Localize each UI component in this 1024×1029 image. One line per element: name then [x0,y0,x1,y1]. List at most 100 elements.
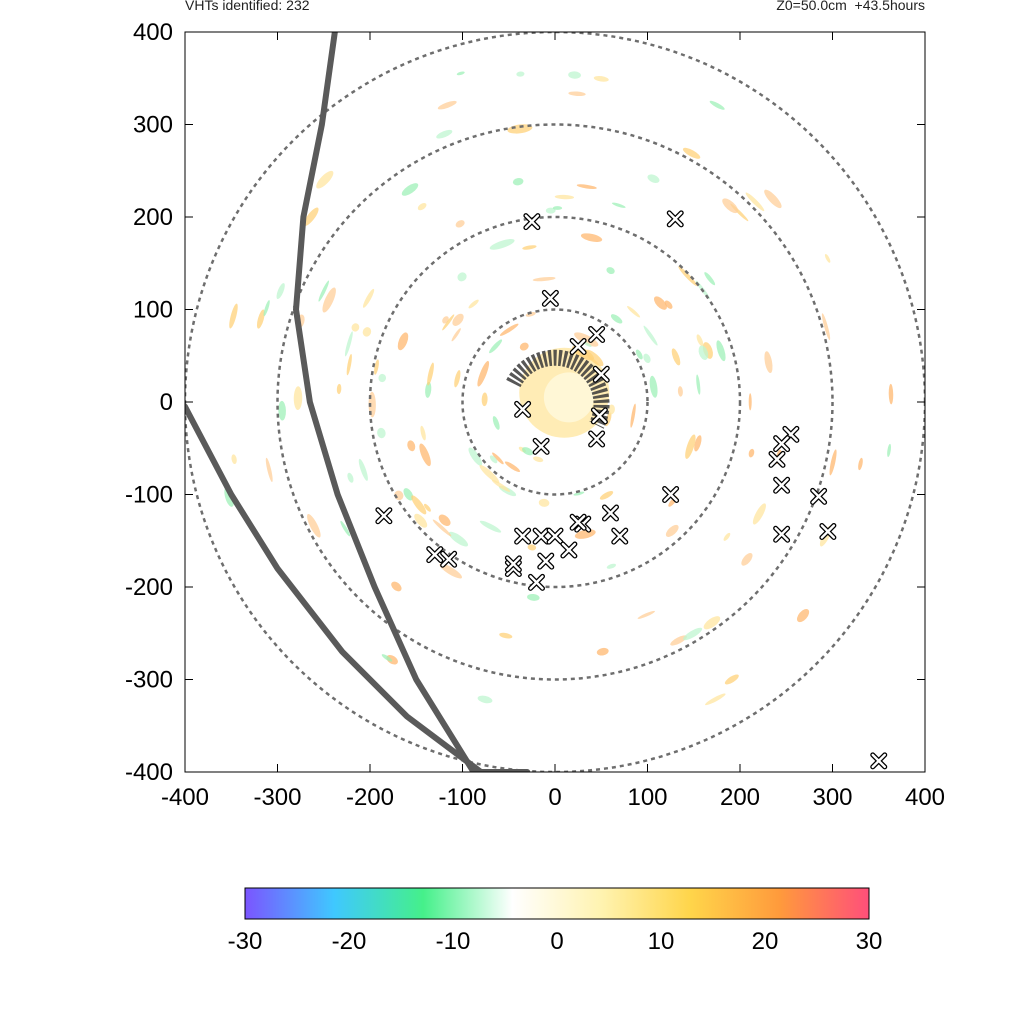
x-tick-label: 300 [812,784,852,811]
field-patch [276,283,285,300]
field-patch [678,266,698,287]
field-patch [611,202,626,208]
x-tick-label: -100 [438,784,486,811]
vht-marker [560,541,578,559]
eyewall-clusters [506,349,610,429]
field-patch [576,184,597,190]
x-tick-label: 0 [548,784,561,811]
field-patch [748,393,752,411]
field-patch [468,447,483,466]
field-patch [580,233,603,242]
field-patch [229,303,238,329]
field-patch [858,457,863,471]
field-patch [397,332,409,351]
x-axis: -400 -300 -200 -100 0 100 200 300 400 [161,32,945,811]
field-patch [512,178,524,186]
vht-count-label: VHTs identified: 232 [185,0,310,13]
field-patch [344,331,353,357]
field-patch [670,635,687,646]
field-patch [723,532,731,541]
field-patch [764,189,782,209]
y-tick-label: -200 [125,574,173,601]
y-axis: -400 -300 -200 -100 0 100 200 300 400 [125,19,925,786]
field-patch [698,345,709,360]
field-patch [411,495,427,515]
field-patch [307,514,321,538]
vht-marker [504,555,522,573]
field-patch [664,300,673,309]
vht-marker [440,550,458,568]
y-tick-label: 300 [133,112,173,139]
field-patch [741,553,753,566]
field-patch [407,440,416,452]
field-patch [414,513,428,528]
y-tick-label: 100 [133,297,173,324]
field-patch [231,454,237,465]
x-tick-label: 200 [720,784,760,811]
vht-markers [375,210,888,770]
field-patch [454,370,461,388]
field-patch [821,313,831,341]
field-patch [647,174,660,183]
field-patch [696,374,701,395]
vht-marker [569,338,587,355]
field-patch [278,400,286,421]
field-patch [377,427,386,439]
field-patch [303,207,319,226]
colorbar-tick-label: 0 [550,928,563,955]
field-patch [585,349,604,367]
field-patch [293,386,303,411]
field-patch [481,392,488,407]
vht-marker [611,527,629,545]
field-patch [436,129,453,139]
field-patch [263,300,270,317]
level-time-label: Z0=50.0cm +43.5hours [776,0,925,13]
vht-marker [662,486,680,503]
colorbar-tick-label: 10 [648,928,675,955]
vht-marker [592,365,610,383]
field-patch [532,276,556,282]
vht-marker [810,487,828,505]
field-patch [439,563,463,579]
field-patch [516,71,525,77]
x-tick-label: 400 [905,784,945,811]
range-ring [276,123,834,681]
field-patch [683,627,703,641]
vht-marker [541,289,559,307]
field-patch [499,632,513,639]
field-patch [256,309,265,329]
vht-marker [773,525,791,543]
vht-marker [426,546,444,564]
field-patch [347,472,354,483]
field-patch [477,360,490,387]
field-patch [649,375,658,398]
field-patch [635,349,643,360]
field-patch [748,448,755,458]
field-patch [610,314,623,324]
colorbar-tick-label: -30 [228,928,263,955]
vht-marker [569,513,587,531]
field-patch [378,373,387,383]
field-patch [745,192,765,212]
colorbar-tick-label: -10 [436,928,471,955]
field-patch [630,403,636,428]
field-patch [824,254,831,263]
y-tick-label: -400 [125,759,173,786]
field-patch [552,206,563,210]
field-patch [606,267,615,275]
field-patch [694,435,702,452]
field-patch [424,503,431,512]
x-tick-label: -400 [161,784,209,811]
field-patch [643,353,651,364]
field-patch [362,288,375,308]
field-patch [479,465,500,484]
field-patch [705,693,726,706]
field-patch [545,207,556,214]
field-patch [829,449,837,476]
field-patch [318,280,330,302]
y-tick-label: -300 [125,667,173,694]
field-patch [489,455,498,464]
x-tick-label: -300 [253,784,301,811]
